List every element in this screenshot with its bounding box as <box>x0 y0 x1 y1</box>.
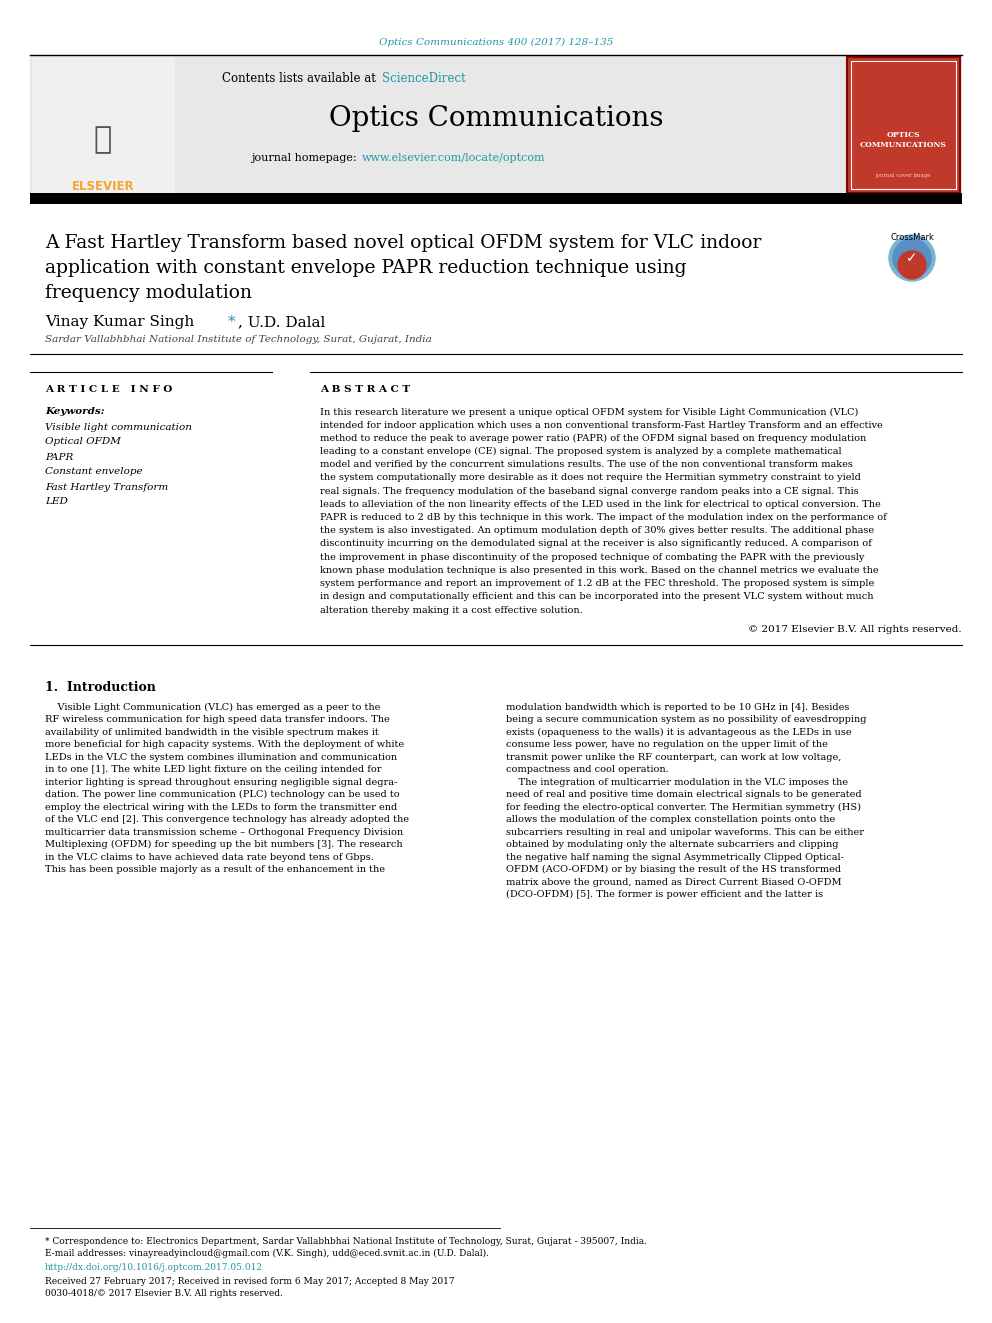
Bar <box>32 57 175 193</box>
Text: more beneficial for high capacity systems. With the deployment of white: more beneficial for high capacity system… <box>45 740 404 749</box>
Text: Optical OFDM: Optical OFDM <box>45 438 121 446</box>
Text: compactness and cool operation.: compactness and cool operation. <box>506 765 669 774</box>
Text: real signals. The frequency modulation of the baseband signal converge random pe: real signals. The frequency modulation o… <box>320 487 859 496</box>
Circle shape <box>893 239 931 277</box>
Text: Contents lists available at: Contents lists available at <box>222 71 380 85</box>
Text: in design and computationally efficient and this can be incorporated into the pr: in design and computationally efficient … <box>320 593 874 601</box>
Text: availability of unlimited bandwidth in the visible spectrum makes it: availability of unlimited bandwidth in t… <box>45 728 379 737</box>
Text: A Fast Hartley Transform based novel optical OFDM system for VLC indoor: A Fast Hartley Transform based novel opt… <box>45 234 762 251</box>
Text: PAPR: PAPR <box>45 452 73 462</box>
Text: E-mail addresses: vinayreadyincloud@gmail.com (V.K. Singh), udd@eced.svnit.ac.in: E-mail addresses: vinayreadyincloud@gmai… <box>45 1249 489 1258</box>
Text: in to one [1]. The white LED light fixture on the ceiling intended for: in to one [1]. The white LED light fixtu… <box>45 765 382 774</box>
Text: Optics Communications 400 (2017) 128–135: Optics Communications 400 (2017) 128–135 <box>379 37 613 46</box>
Text: LEDs in the VLC the system combines illumination and communication: LEDs in the VLC the system combines illu… <box>45 753 397 762</box>
Text: PAPR is reduced to 2 dB by this technique in this work. The impact of the modula: PAPR is reduced to 2 dB by this techniqu… <box>320 513 887 523</box>
Text: need of real and positive time domain electrical signals to be generated: need of real and positive time domain el… <box>506 790 862 799</box>
Text: http://dx.doi.org/10.1016/j.optcom.2017.05.012: http://dx.doi.org/10.1016/j.optcom.2017.… <box>45 1263 263 1273</box>
Text: 0030-4018/© 2017 Elsevier B.V. All rights reserved.: 0030-4018/© 2017 Elsevier B.V. All right… <box>45 1289 283 1298</box>
Text: 1.  Introduction: 1. Introduction <box>45 681 156 693</box>
Circle shape <box>889 235 935 280</box>
Text: LED: LED <box>45 497 67 507</box>
Text: intended for indoor application which uses a non conventional transform-Fast Har: intended for indoor application which us… <box>320 421 883 430</box>
Text: © 2017 Elsevier B.V. All rights reserved.: © 2017 Elsevier B.V. All rights reserved… <box>748 624 962 634</box>
Text: leads to alleviation of the non linearity effects of the LED used in the link fo: leads to alleviation of the non linearit… <box>320 500 881 509</box>
Text: alteration thereby making it a cost effective solution.: alteration thereby making it a cost effe… <box>320 606 582 614</box>
Text: the system is also investigated. An optimum modulation depth of 30% gives better: the system is also investigated. An opti… <box>320 527 874 536</box>
Text: multicarrier data transmission scheme – Orthogonal Frequency Division: multicarrier data transmission scheme – … <box>45 828 403 836</box>
Text: Vinay Kumar Singh: Vinay Kumar Singh <box>45 315 199 329</box>
Bar <box>847 57 960 193</box>
Text: ScienceDirect: ScienceDirect <box>382 71 465 85</box>
Text: consume less power, have no regulation on the upper limit of the: consume less power, have no regulation o… <box>506 740 828 749</box>
Text: the negative half naming the signal Asymmetrically Clipped Optical-: the negative half naming the signal Asym… <box>506 853 844 861</box>
Text: interior lighting is spread throughout ensuring negligible signal degra-: interior lighting is spread throughout e… <box>45 778 397 787</box>
Text: Constant envelope: Constant envelope <box>45 467 143 476</box>
Text: The integration of multicarrier modulation in the VLC imposes the: The integration of multicarrier modulati… <box>506 778 848 787</box>
Text: method to reduce the peak to average power ratio (PAPR) of the OFDM signal based: method to reduce the peak to average pow… <box>320 434 866 443</box>
Text: Received 27 February 2017; Received in revised form 6 May 2017; Accepted 8 May 2: Received 27 February 2017; Received in r… <box>45 1277 454 1286</box>
Text: www.elsevier.com/locate/optcom: www.elsevier.com/locate/optcom <box>362 153 546 163</box>
Text: the improvement in phase discontinuity of the proposed technique of combating th: the improvement in phase discontinuity o… <box>320 553 864 562</box>
Text: journal homepage:: journal homepage: <box>251 153 360 163</box>
Text: (DCO-OFDM) [5]. The former is power efficient and the latter is: (DCO-OFDM) [5]. The former is power effi… <box>506 890 823 900</box>
Text: * Correspondence to: Electronics Department, Sardar Vallabhbhai National Institu: * Correspondence to: Electronics Departm… <box>45 1237 647 1245</box>
Text: A B S T R A C T: A B S T R A C T <box>320 385 410 394</box>
Text: *: * <box>228 315 236 329</box>
Text: journal cover image: journal cover image <box>875 172 930 177</box>
Text: exists (opaqueness to the walls) it is advantageous as the LEDs in use: exists (opaqueness to the walls) it is a… <box>506 728 851 737</box>
Text: In this research literature we present a unique optical OFDM system for Visible : In this research literature we present a… <box>320 407 858 417</box>
Text: Optics Communications: Optics Communications <box>328 105 664 131</box>
Text: OPTICS
COMMUNICATIONS: OPTICS COMMUNICATIONS <box>859 131 946 149</box>
Text: discontinuity incurring on the demodulated signal at the receiver is also signif: discontinuity incurring on the demodulat… <box>320 540 872 549</box>
Bar <box>851 61 956 189</box>
Text: subcarriers resulting in real and unipolar waveforms. This can be either: subcarriers resulting in real and unipol… <box>506 828 864 836</box>
Text: Multiplexing (OFDM) for speeding up the bit numbers [3]. The research: Multiplexing (OFDM) for speeding up the … <box>45 840 403 849</box>
Text: employ the electrical wiring with the LEDs to form the transmitter end: employ the electrical wiring with the LE… <box>45 803 397 812</box>
Text: dation. The power line communication (PLC) technology can be used to: dation. The power line communication (PL… <box>45 790 400 799</box>
Text: Visible light communication: Visible light communication <box>45 422 191 431</box>
Text: model and verified by the concurrent simulations results. The use of the non con: model and verified by the concurrent sim… <box>320 460 853 470</box>
Bar <box>30 193 962 204</box>
Text: transmit power unlike the RF counterpart, can work at low voltage,: transmit power unlike the RF counterpart… <box>506 753 841 762</box>
Text: frequency modulation: frequency modulation <box>45 284 252 302</box>
Text: ✓: ✓ <box>906 251 918 265</box>
Text: for feeding the electro-optical converter. The Hermitian symmetry (HS): for feeding the electro-optical converte… <box>506 803 861 812</box>
Text: ELSEVIER: ELSEVIER <box>71 180 134 193</box>
Text: CrossMark: CrossMark <box>890 233 933 242</box>
Text: in the VLC claims to have achieved data rate beyond tens of Gbps.: in the VLC claims to have achieved data … <box>45 853 374 861</box>
Text: system performance and report an improvement of 1.2 dB at the FEC threshold. The: system performance and report an improve… <box>320 579 874 589</box>
Text: allows the modulation of the complex constellation points onto the: allows the modulation of the complex con… <box>506 815 835 824</box>
Circle shape <box>898 251 926 279</box>
Text: Fast Hartley Transform: Fast Hartley Transform <box>45 483 169 492</box>
Text: RF wireless communication for high speed data transfer indoors. The: RF wireless communication for high speed… <box>45 716 390 724</box>
Text: Keywords:: Keywords: <box>45 407 104 417</box>
Text: Visible Light Communication (VLC) has emerged as a peer to the: Visible Light Communication (VLC) has em… <box>45 703 380 712</box>
Text: matrix above the ground, named as Direct Current Biased O-OFDM: matrix above the ground, named as Direct… <box>506 877 841 886</box>
Text: the system computationally more desirable as it does not require the Hermitian s: the system computationally more desirabl… <box>320 474 861 483</box>
Text: , U.D. Dalal: , U.D. Dalal <box>238 315 325 329</box>
Text: 🌲: 🌲 <box>94 126 112 155</box>
Text: application with constant envelope PAPR reduction technique using: application with constant envelope PAPR … <box>45 259 686 277</box>
Text: known phase modulation technique is also presented in this work. Based on the ch: known phase modulation technique is also… <box>320 566 879 576</box>
Text: obtained by modulating only the alternate subcarriers and clipping: obtained by modulating only the alternat… <box>506 840 838 849</box>
Text: leading to a constant envelope (CE) signal. The proposed system is analyzed by a: leading to a constant envelope (CE) sign… <box>320 447 841 456</box>
Text: modulation bandwidth which is reported to be 10 GHz in [4]. Besides: modulation bandwidth which is reported t… <box>506 703 849 712</box>
Text: of the VLC end [2]. This convergence technology has already adopted the: of the VLC end [2]. This convergence tec… <box>45 815 409 824</box>
Text: A R T I C L E   I N F O: A R T I C L E I N F O <box>45 385 173 394</box>
Text: OFDM (ACO-OFDM) or by biasing the result of the HS transformed: OFDM (ACO-OFDM) or by biasing the result… <box>506 865 841 875</box>
Text: being a secure communication system as no possibility of eavesdropping: being a secure communication system as n… <box>506 716 866 724</box>
Text: This has been possible majorly as a result of the enhancement in the: This has been possible majorly as a resu… <box>45 865 385 875</box>
Bar <box>30 56 962 194</box>
Text: Sardar Vallabhbhai National Institute of Technology, Surat, Gujarat, India: Sardar Vallabhbhai National Institute of… <box>45 336 432 344</box>
